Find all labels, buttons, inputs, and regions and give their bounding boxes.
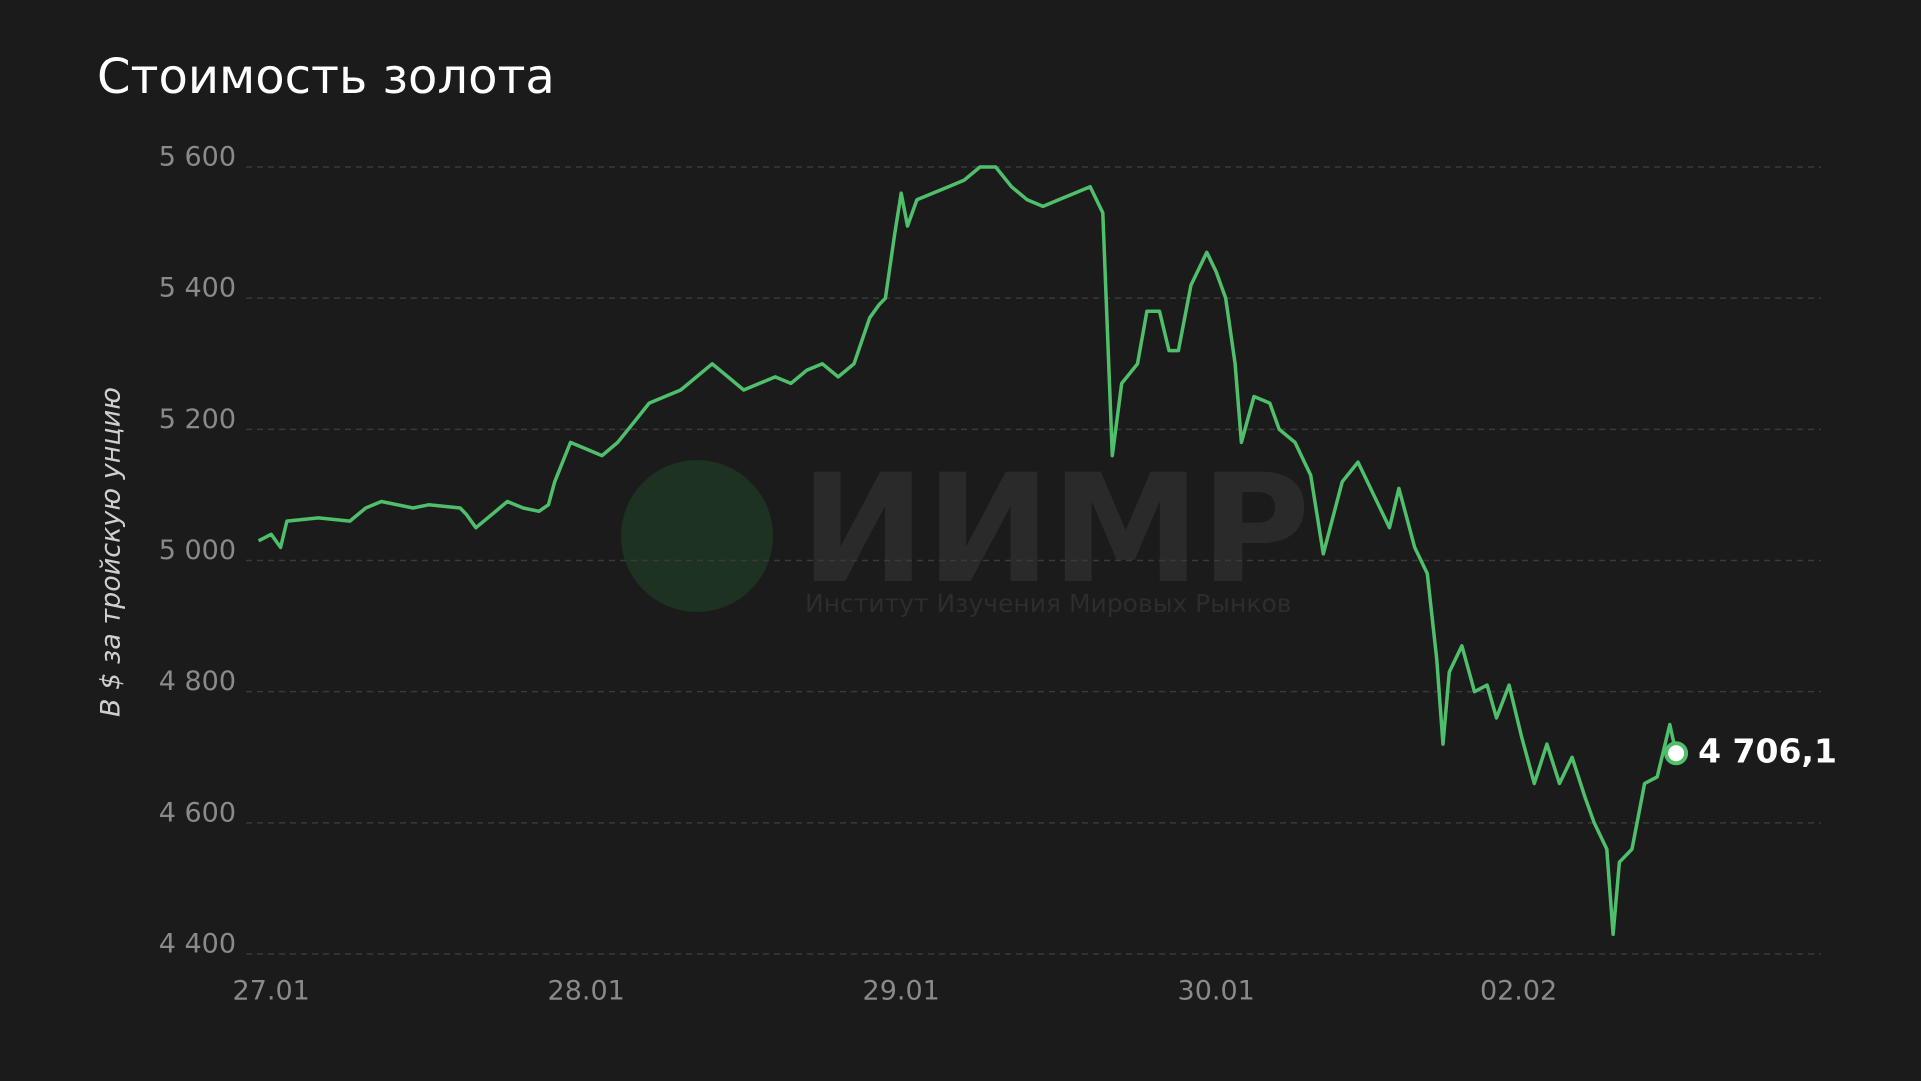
x-tick-label: 27.01 <box>233 976 310 1007</box>
chart-title: Стоимость золота <box>97 49 555 105</box>
watermark-title: ИИМР <box>800 443 1310 617</box>
y-tick-label: 4 800 <box>159 666 236 697</box>
end-point <box>1664 741 1689 766</box>
y-tick-label: 5 200 <box>159 404 236 435</box>
watermark-logo <box>621 460 773 612</box>
x-tick-label: 30.01 <box>1178 976 1255 1007</box>
y-tick-label: 5 400 <box>159 273 236 304</box>
end-label: 4 706,1 <box>1698 732 1837 771</box>
x-tick-label: 29.01 <box>863 976 940 1007</box>
y-axis-label: В $ за тройскую унцию <box>96 387 127 717</box>
y-tick-label: 5 600 <box>159 142 236 173</box>
y-tick-label: 5 000 <box>159 535 236 566</box>
x-tick-label: 02.02 <box>1480 976 1557 1007</box>
x-tick-label: 28.01 <box>548 976 625 1007</box>
watermark: ИИМР Институт Изучения Мировых Рынков <box>621 443 1310 618</box>
price-line <box>257 165 1678 937</box>
y-tick-label: 4 400 <box>159 929 236 960</box>
watermark-subtitle: Институт Изучения Мировых Рынков <box>805 589 1291 618</box>
y-tick-label: 4 600 <box>159 797 236 828</box>
